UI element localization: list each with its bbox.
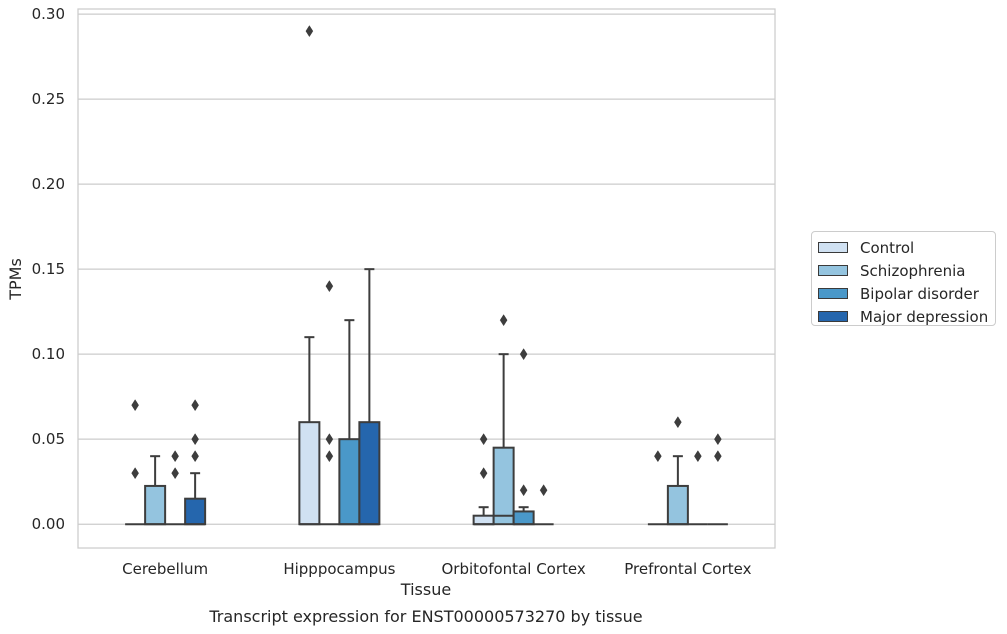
box-schizophrenia <box>319 280 340 526</box>
y-tick-label: 0.00 <box>32 515 65 533</box>
x-tick-label: Orbitofontal Cortex <box>442 560 586 578</box>
box-bipolar-disorder <box>165 450 186 526</box>
outlier-point <box>191 399 199 412</box>
outlier-point <box>131 467 139 480</box>
box-major-depression <box>358 268 381 526</box>
box-body <box>184 497 207 526</box>
outlier-point <box>191 450 199 463</box>
box-body <box>144 484 167 526</box>
box-bipolar-disorder <box>687 450 708 526</box>
y-tick-label: 0.15 <box>32 260 65 278</box>
box-control <box>298 25 321 526</box>
legend-item: Major depression <box>818 305 995 328</box>
x-tick-label: Cerebellum <box>122 560 208 578</box>
legend-item: Bipolar disorder <box>818 282 995 305</box>
legend-swatch <box>818 311 848 322</box>
x-tick-label: Prefrontal Cortex <box>624 560 751 578</box>
y-tick-label: 0.25 <box>32 90 65 108</box>
legend-swatch <box>818 242 848 253</box>
box-major-depression <box>184 399 207 526</box>
outlier-point <box>674 416 682 429</box>
outlier-point <box>479 467 488 480</box>
x-tick-label: Hipppocampus <box>283 560 395 578</box>
box-body <box>492 446 515 526</box>
box-bipolar-disorder <box>512 348 535 526</box>
box-major-depression <box>533 484 554 526</box>
legend-label: Schizophrenia <box>860 261 966 280</box>
y-axis-label: TPMs <box>6 258 25 301</box>
y-tick-label: 0.30 <box>32 5 65 23</box>
chart-caption: Transcript expression for ENST0000057327… <box>208 607 642 626</box>
outlier-point <box>131 399 139 412</box>
outlier-point <box>191 433 199 446</box>
legend-swatch <box>818 288 848 299</box>
outlier-point <box>499 314 508 327</box>
legend: Control Schizophrenia Bipolar disorder Majo… <box>811 231 996 326</box>
boxes <box>125 25 728 526</box>
legend-item: Control <box>818 236 995 259</box>
box-bipolar-disorder <box>338 319 361 526</box>
box-body <box>666 484 689 526</box>
box-control <box>125 399 146 526</box>
box-body <box>512 510 535 526</box>
legend-label: Major depression <box>860 307 989 326</box>
outlier-point <box>325 450 334 463</box>
gridlines <box>78 13 775 525</box>
outlier-point <box>714 450 722 463</box>
legend-item: Schizophrenia <box>818 259 995 282</box>
box-body <box>472 514 495 526</box>
box-schizophrenia <box>666 416 689 526</box>
outlier-point <box>325 433 334 446</box>
outlier-point <box>539 484 548 497</box>
outlier-point <box>519 484 528 497</box>
plot-frame <box>77 8 776 549</box>
legend-label: Control <box>860 238 915 257</box>
box-control <box>647 450 668 526</box>
outlier-point <box>305 25 314 38</box>
outlier-point <box>325 280 334 293</box>
box-schizophrenia <box>492 314 515 526</box>
box-schizophrenia <box>144 455 167 526</box>
outlier-point <box>694 450 702 463</box>
box-control <box>472 433 495 526</box>
y-tick-label: 0.20 <box>32 175 65 193</box>
y-tick-labels: 0.00 0.05 0.10 0.15 0.20 0.25 0.30 <box>32 5 65 533</box>
box-body <box>358 421 381 526</box>
outlier-point <box>714 433 722 446</box>
outlier-point <box>171 450 179 463</box>
outlier-point <box>519 348 528 361</box>
x-tick-labels: Cerebellum Hipppocampus Orbitofontal Corte… <box>122 560 751 578</box>
box-major-depression <box>707 433 728 526</box>
outlier-point <box>171 467 179 480</box>
legend-label: Bipolar disorder <box>860 284 979 303</box>
outlier-point <box>479 433 488 446</box>
legend-swatch <box>818 265 848 276</box>
box-body <box>338 438 361 526</box>
x-axis-label: Tissue <box>400 580 451 599</box>
outlier-point <box>654 450 662 463</box>
y-tick-label: 0.10 <box>32 345 65 363</box>
box-body <box>298 421 321 526</box>
y-tick-label: 0.05 <box>32 430 65 448</box>
